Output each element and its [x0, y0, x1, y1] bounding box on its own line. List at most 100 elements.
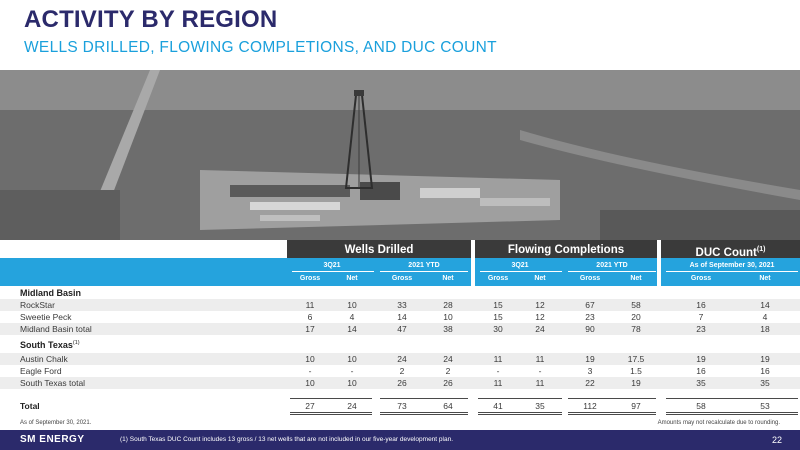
- table-cell: 28: [443, 300, 453, 310]
- column-header: Net: [346, 275, 358, 282]
- period-rule: [666, 271, 798, 272]
- table-cell: 14: [347, 324, 357, 334]
- table-cell: 26: [443, 378, 453, 388]
- total-rule: [290, 398, 372, 399]
- table-cell: 1.5: [630, 366, 642, 376]
- table-cell: 15: [493, 300, 503, 310]
- wd-ytd-period: 2021 YTD: [408, 262, 440, 269]
- period-rule: [380, 271, 468, 272]
- table-cell: 19: [585, 354, 595, 364]
- row-label: Austin Chalk: [20, 354, 68, 364]
- company-logo: SM ENERGY: [20, 434, 85, 445]
- column-header-band: [0, 258, 800, 286]
- table-row: Sweetie Peck 6 4 14 10 15 12 23 20 7 4: [0, 311, 800, 323]
- wells-drilled-label: Wells Drilled: [344, 244, 414, 256]
- total-rule: [380, 414, 468, 415]
- table-cell: 16: [696, 366, 706, 376]
- table-cell: 6: [307, 312, 313, 322]
- column-header: Gross: [579, 275, 601, 282]
- table-cell: 10: [347, 354, 357, 364]
- table-cell: 17.5: [627, 354, 645, 364]
- total-rule: [568, 398, 656, 399]
- table-cell: -: [496, 366, 500, 376]
- page-subtitle: WELLS DRILLED, FLOWING COMPLETIONS, AND …: [24, 39, 497, 56]
- south-texas-footnote-marker: (1): [72, 340, 80, 346]
- duc-count-label: DUC Count(1): [661, 241, 800, 259]
- table-cell: 17: [305, 324, 315, 334]
- table-cell: 11: [493, 354, 503, 364]
- table-cell: 33: [397, 300, 407, 310]
- as-of-note: As of September 30, 2021.: [20, 420, 92, 426]
- table-cell: 19: [631, 378, 641, 388]
- fc-ytd-period: 2021 YTD: [596, 262, 628, 269]
- table-cell: 24: [397, 354, 407, 364]
- flowing-completions-header: [475, 240, 657, 258]
- table-cell: 97: [631, 401, 641, 411]
- wells-drilled-header: [287, 240, 471, 258]
- wd-q-period: 3Q21: [323, 262, 341, 269]
- table-cell: 7: [698, 312, 704, 322]
- table-cell: 10: [347, 300, 357, 310]
- table-row: RockStar 11 10 33 28 15 12 67 58 16 14: [0, 299, 800, 311]
- table-cell: 16: [696, 300, 706, 310]
- table-row: Eagle Ford - - 2 2 - - 3 1.5 16 16: [0, 365, 800, 377]
- total-rule: [478, 414, 562, 415]
- table-cell: 24: [443, 354, 453, 364]
- table-cell: 38: [443, 324, 453, 334]
- table-cell: 19: [760, 354, 770, 364]
- group-separator: [657, 240, 661, 286]
- period-rule: [480, 271, 562, 272]
- table-cell: -: [308, 366, 312, 376]
- table-cell: 90: [585, 324, 595, 334]
- table-cell: 24: [535, 324, 545, 334]
- row-label: South Texas total: [20, 378, 86, 388]
- table-cell: 20: [631, 312, 641, 322]
- duc-count-text: DUC Count: [695, 246, 757, 259]
- total-rule: [380, 398, 468, 399]
- total-rule: [478, 398, 562, 399]
- table-cell: 11: [535, 354, 545, 364]
- table-cell: 15: [493, 312, 503, 322]
- total-rule: [666, 398, 798, 399]
- table-cell: 23: [585, 312, 595, 322]
- row-label: Midland Basin total: [20, 324, 92, 334]
- table-cell: 10: [305, 354, 315, 364]
- duc-count-footnote-marker: (1): [756, 246, 766, 253]
- table-row: South Texas total 10 10 26 26 11 11 22 1…: [0, 377, 800, 389]
- fc-q-period: 3Q21: [511, 262, 529, 269]
- column-header: Net: [534, 275, 546, 282]
- table-cell: -: [350, 366, 354, 376]
- footer-bar: SM ENERGY (1) South Texas DUC Count incl…: [0, 430, 800, 450]
- period-rule: [568, 271, 656, 272]
- row-label: Sweetie Peck: [20, 312, 72, 322]
- table-cell: -: [538, 366, 542, 376]
- column-header: Net: [759, 275, 771, 282]
- table-cell: 73: [397, 401, 407, 411]
- total-rule: [568, 412, 656, 413]
- table-row: Austin Chalk 10 10 24 24 11 11 19 17.5 1…: [0, 353, 800, 365]
- total-rule: [478, 412, 562, 413]
- table-cell: 2: [445, 366, 451, 376]
- total-rule: [666, 414, 798, 415]
- table-cell: 16: [760, 366, 770, 376]
- section-south-texas-label: South Texas: [20, 340, 73, 350]
- table-cell: 35: [760, 378, 770, 388]
- table-cell: 78: [631, 324, 641, 334]
- table-cell: 24: [347, 401, 357, 411]
- duc-count-header: [661, 240, 800, 258]
- table-cell: 30: [493, 324, 503, 334]
- table-cell: 23: [696, 324, 706, 334]
- table-cell: 18: [760, 324, 770, 334]
- column-header: Gross: [299, 275, 321, 282]
- row-label: Eagle Ford: [20, 366, 62, 376]
- table-cell: 12: [535, 300, 545, 310]
- row-label: Total: [20, 401, 40, 411]
- group-separator: [471, 240, 475, 286]
- total-rule: [380, 412, 468, 413]
- column-header: Gross: [487, 275, 509, 282]
- table-row-total: Total 27 24 73 64 41 35 112 97 58 53: [0, 400, 800, 412]
- table-cell: 35: [696, 378, 706, 388]
- table-row: Midland Basin total 17 14 47 38 30 24 90…: [0, 323, 800, 335]
- table-cell: 14: [760, 300, 770, 310]
- flowing-completions-label: Flowing Completions: [507, 244, 625, 256]
